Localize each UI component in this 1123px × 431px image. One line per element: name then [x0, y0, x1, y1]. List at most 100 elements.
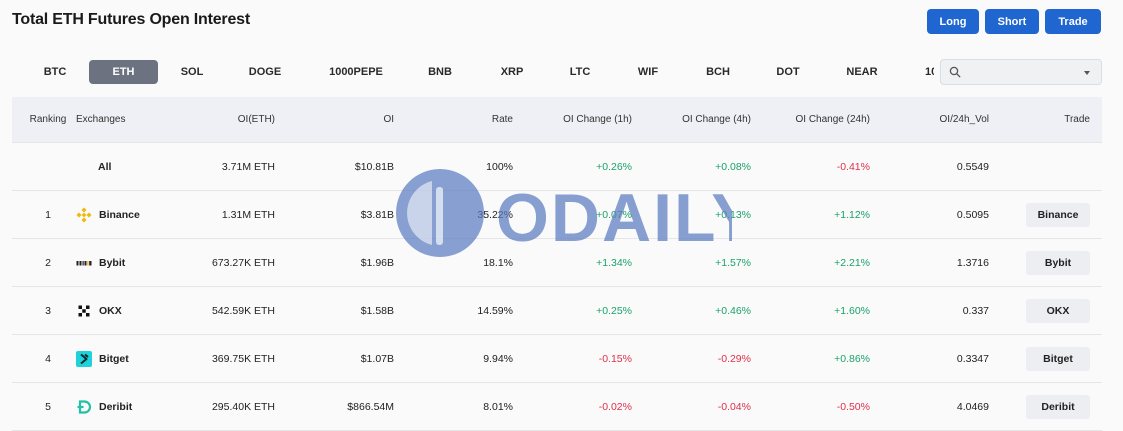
- header-oi-change-24h[interactable]: OI Change (24h): [795, 114, 871, 125]
- oi-vol-value: 1.3716: [956, 256, 989, 269]
- page-title: Total ETH Futures Open Interest: [12, 11, 250, 28]
- oi-eth-value: 673.27K ETH: [211, 256, 275, 269]
- exchange-name: Deribit: [99, 400, 133, 413]
- tab-btc[interactable]: BTC: [43, 66, 67, 78]
- oi-change-1h-value: +0.25%: [596, 304, 632, 317]
- header-oi-change-1h[interactable]: OI Change (1h): [563, 114, 632, 125]
- oi-change-24h-value: +0.86%: [834, 352, 870, 365]
- rate-value: 35.22%: [477, 208, 513, 221]
- oi-value: $10.81B: [354, 160, 394, 173]
- oi-change-24h-value: -0.50%: [836, 400, 870, 413]
- tab-doge[interactable]: DOGE: [248, 66, 282, 78]
- oi-value: $1.96B: [360, 256, 394, 269]
- oi-eth-value: 542.59K ETH: [211, 304, 275, 317]
- search-input[interactable]: [965, 63, 1081, 81]
- rate-value: 18.1%: [483, 256, 513, 269]
- tab-1000pepe[interactable]: 1000PEPE: [329, 66, 383, 78]
- rate-value: 8.01%: [483, 400, 513, 413]
- oi-vol-value: 0.5549: [956, 160, 989, 173]
- header-exchanges: Exchanges: [76, 114, 126, 125]
- tab-near[interactable]: NEAR: [846, 66, 878, 78]
- header-oi-change-4h[interactable]: OI Change (4h): [682, 114, 751, 125]
- rank-value: 5: [45, 400, 51, 413]
- oi-vol-value: 0.5095: [956, 208, 989, 221]
- oi-change-4h-value: +0.08%: [715, 160, 751, 173]
- header-rate[interactable]: Rate: [491, 114, 513, 125]
- tab-xrp[interactable]: XRP: [500, 66, 524, 78]
- trade-cell: Deribit: [1026, 383, 1090, 430]
- exchange-cell: Bitget: [76, 335, 206, 382]
- search-icon: [949, 66, 961, 78]
- oi-change-4h-value: +0.13%: [715, 208, 751, 221]
- exchange-cell: OKX: [76, 287, 206, 334]
- table-row: 3 OKX 542.59K ETH $1.58B 14.59% +0.25% +…: [12, 287, 1102, 335]
- oi-eth-value: 1.31M ETH: [221, 208, 275, 221]
- open-interest-table: Ranking Exchanges OI(ETH) OI Rate OI Cha…: [12, 97, 1102, 431]
- oi-eth-value: 295.40K ETH: [211, 400, 275, 413]
- oi-vol-value: 0.337: [962, 304, 989, 317]
- oi-value: $866.54M: [347, 400, 394, 413]
- trade-binance-button[interactable]: Binance: [1026, 202, 1090, 227]
- exchange-name: OKX: [99, 304, 122, 317]
- tab-eth[interactable]: ETH: [89, 60, 158, 84]
- table-row: 4 Bitget 369.75K ETH $1.07B 9.94% -0.15%…: [12, 335, 1102, 383]
- tab-ltc[interactable]: LTC: [569, 66, 591, 78]
- action-buttons: Long Short Trade: [927, 9, 1101, 34]
- exchange-cell: Deribit: [76, 383, 206, 430]
- binance-logo-icon: [76, 206, 92, 223]
- tab-1000shib[interactable]: 1000SHIB: [925, 66, 934, 78]
- bitget-logo-icon: [76, 350, 92, 367]
- header-oi-eth[interactable]: OI(ETH): [237, 114, 275, 125]
- trade-button[interactable]: Trade: [1045, 9, 1101, 34]
- rank-value: 3: [45, 304, 51, 317]
- header-oi[interactable]: OI: [383, 114, 394, 125]
- tab-bnb[interactable]: BNB: [428, 66, 452, 78]
- okx-logo-icon: [78, 305, 90, 316]
- tab-sol[interactable]: SOL: [180, 66, 204, 78]
- header-oi-vol[interactable]: OI/24h_Vol: [939, 114, 989, 125]
- short-button[interactable]: Short: [985, 9, 1039, 34]
- tab-dot[interactable]: DOT: [776, 66, 800, 78]
- rate-value: 14.59%: [477, 304, 513, 317]
- oi-change-24h-value: +2.21%: [834, 256, 870, 269]
- bybit-logo-icon: [76, 260, 92, 265]
- table-row: 1 Binance 1.31M ETH $3.81B 35.22% +0.07%…: [12, 191, 1102, 239]
- oi-change-1h-value: -0.15%: [598, 352, 632, 365]
- trade-bybit-button[interactable]: Bybit: [1026, 250, 1090, 275]
- exchange-name: Bybit: [99, 256, 126, 269]
- tab-bch[interactable]: BCH: [706, 66, 730, 78]
- oi-eth-value: 369.75K ETH: [211, 352, 275, 365]
- oi-change-1h-value: +0.07%: [596, 208, 632, 221]
- rank-value: 2: [45, 256, 51, 269]
- table-row: 2 Bybit 673.27K ETH $1.96B 18.1% +1.34% …: [12, 239, 1102, 287]
- exchange-cell: Bybit: [76, 239, 206, 286]
- table-row: 5 Deribit 295.40K ETH $866.54M 8.01% -0.…: [12, 383, 1102, 431]
- tab-wif[interactable]: WIF: [637, 66, 659, 78]
- oi-change-24h-value: -0.41%: [836, 160, 870, 173]
- header-ranking[interactable]: Ranking: [29, 114, 67, 125]
- oi-change-1h-value: +1.34%: [596, 256, 632, 269]
- oi-vol-value: 0.3347: [956, 352, 989, 365]
- chevron-down-icon[interactable]: [1084, 71, 1090, 75]
- coin-tabs: BTC ETH SOL DOGE 1000PEPE BNB XRP LTC WI…: [24, 60, 934, 84]
- deribit-logo-icon: [77, 399, 92, 414]
- exchange-name: Binance: [99, 208, 140, 221]
- oi-change-4h-value: -0.29%: [717, 352, 751, 365]
- oi-vol-value: 4.0469: [956, 400, 989, 413]
- trade-bitget-button[interactable]: Bitget: [1026, 346, 1090, 371]
- trade-okx-button[interactable]: OKX: [1026, 298, 1090, 323]
- rate-value: 9.94%: [483, 352, 513, 365]
- oi-change-4h-value: -0.04%: [717, 400, 751, 413]
- trade-deribit-button[interactable]: Deribit: [1026, 394, 1090, 419]
- exchange-cell: Binance: [76, 191, 206, 238]
- oi-value: $3.81B: [360, 208, 394, 221]
- search-box[interactable]: [940, 59, 1102, 85]
- oi-change-4h-value: +1.57%: [715, 256, 751, 269]
- header-trade: Trade: [1064, 114, 1090, 125]
- oi-value: $1.58B: [360, 304, 394, 317]
- exchange-name: Bitget: [99, 352, 129, 365]
- trade-cell: Bitget: [1026, 335, 1090, 382]
- trade-cell: Binance: [1026, 191, 1090, 238]
- rank-value: 4: [45, 352, 51, 365]
- long-button[interactable]: Long: [927, 9, 979, 34]
